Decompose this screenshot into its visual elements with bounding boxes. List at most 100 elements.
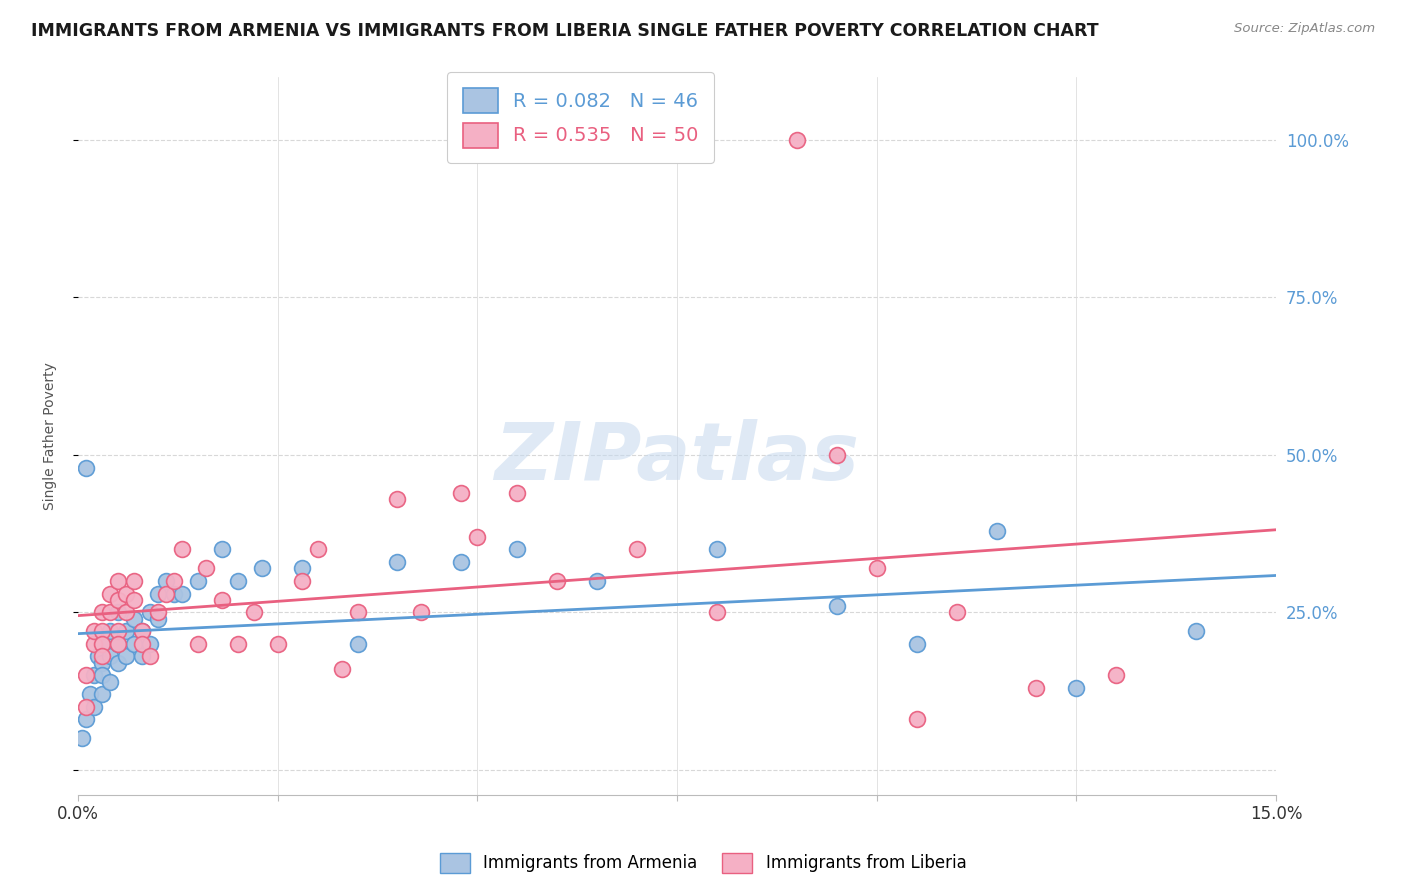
Point (90, 637, 112, 651)
Point (163, 574, 186, 588)
Point (330, 662, 353, 676)
Point (825, 448, 848, 462)
Point (98, 674, 121, 689)
Point (107, 592, 129, 607)
Point (75, 699, 97, 714)
Point (986, 524, 1008, 538)
Point (83, 668, 105, 682)
Point (122, 612, 145, 626)
Point (90, 624, 112, 639)
Point (465, 530, 488, 544)
Point (107, 637, 129, 651)
Point (107, 637, 129, 651)
Point (98, 606, 121, 620)
Point (1025, 681, 1047, 695)
Point (70, 731, 93, 746)
Point (83, 624, 105, 639)
Text: ZIPatlas: ZIPatlas (495, 418, 859, 497)
Point (506, 485, 529, 500)
Point (387, 491, 409, 506)
Point (115, 649, 138, 664)
Point (546, 574, 568, 588)
Point (155, 574, 177, 588)
Point (139, 637, 162, 651)
Point (226, 574, 249, 588)
Point (131, 637, 153, 651)
Point (146, 606, 169, 620)
Y-axis label: Single Father Poverty: Single Father Poverty (44, 362, 58, 510)
Point (75, 668, 97, 682)
Point (122, 637, 145, 651)
Text: Source: ZipAtlas.com: Source: ZipAtlas.com (1234, 22, 1375, 36)
Point (83, 699, 105, 714)
Point (187, 574, 209, 588)
Point (187, 637, 209, 651)
Point (146, 612, 169, 626)
Point (1105, 668, 1128, 682)
Point (155, 586, 177, 600)
Point (450, 555, 472, 569)
Point (346, 606, 368, 620)
Point (346, 637, 368, 651)
Point (90, 606, 112, 620)
Point (194, 561, 217, 575)
Point (107, 656, 129, 670)
Point (75, 460, 97, 475)
Point (90, 687, 112, 701)
Point (307, 542, 329, 557)
Point (139, 649, 162, 664)
Point (107, 624, 129, 639)
Point (107, 606, 129, 620)
Point (825, 599, 848, 613)
Point (1066, 681, 1088, 695)
Point (387, 555, 409, 569)
Point (131, 649, 153, 664)
Point (90, 668, 112, 682)
Point (122, 574, 145, 588)
Legend: R = 0.082   N = 46, R = 0.535   N = 50: R = 0.082 N = 46, R = 0.535 N = 50 (447, 72, 714, 163)
Point (131, 624, 153, 639)
Point (226, 637, 249, 651)
Point (411, 606, 433, 620)
Point (98, 624, 121, 639)
Point (1185, 624, 1208, 639)
Point (626, 542, 648, 557)
Point (79, 687, 101, 701)
Text: IMMIGRANTS FROM ARMENIA VS IMMIGRANTS FROM LIBERIA SINGLE FATHER POVERTY CORRELA: IMMIGRANTS FROM ARMENIA VS IMMIGRANTS FR… (31, 22, 1098, 40)
Point (87, 649, 110, 664)
Point (266, 637, 288, 651)
Point (122, 592, 145, 607)
Point (75, 713, 97, 727)
Point (139, 606, 162, 620)
Point (250, 561, 273, 575)
Point (83, 637, 105, 651)
Point (115, 606, 138, 620)
Point (506, 542, 529, 557)
Point (98, 649, 121, 664)
Point (786, 133, 808, 147)
Point (98, 586, 121, 600)
Point (115, 624, 138, 639)
Point (211, 542, 233, 557)
Point (905, 637, 928, 651)
Point (107, 574, 129, 588)
Point (450, 485, 472, 500)
Legend: Immigrants from Armenia, Immigrants from Liberia: Immigrants from Armenia, Immigrants from… (433, 847, 973, 880)
Point (586, 574, 609, 588)
Point (90, 637, 112, 651)
Point (945, 606, 967, 620)
Point (163, 586, 186, 600)
Point (291, 574, 314, 588)
Point (90, 656, 112, 670)
Point (131, 624, 153, 639)
Point (242, 606, 264, 620)
Point (90, 649, 112, 664)
Point (291, 561, 314, 575)
Point (211, 592, 233, 607)
Point (706, 606, 728, 620)
Point (170, 542, 193, 557)
Point (866, 561, 889, 575)
Point (706, 542, 728, 557)
Point (170, 586, 193, 600)
Point (905, 713, 928, 727)
